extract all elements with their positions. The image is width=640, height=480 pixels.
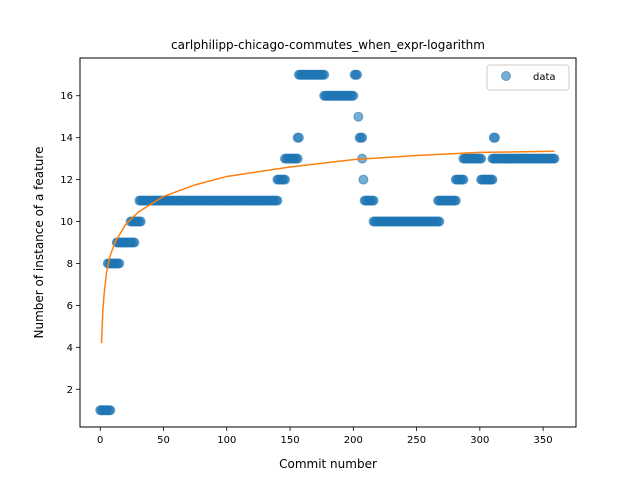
y-axis-title: Number of instance of a feature: [32, 147, 46, 339]
data-point: [319, 69, 330, 80]
data-point: [358, 174, 369, 185]
data-point: [487, 174, 498, 185]
y-tick-label: 14: [60, 133, 73, 144]
x-tick-label: 200: [344, 435, 363, 446]
y-tick-label: 2: [67, 385, 73, 396]
legend: data: [486, 64, 570, 91]
x-axis: 0 50 100 150 200 250 300 350: [97, 427, 553, 446]
plot-area: [95, 69, 560, 416]
data-point: [279, 174, 290, 185]
plot-frame: [79, 57, 577, 428]
x-tick-label: 150: [280, 435, 299, 446]
y-tick-label: 8: [67, 259, 73, 270]
x-tick-label: 300: [470, 435, 489, 446]
x-axis-title: Commit number: [279, 457, 377, 471]
x-tick-label: 100: [217, 435, 236, 446]
data-point: [434, 216, 445, 227]
data-point: [293, 132, 304, 143]
y-tick-label: 10: [60, 217, 73, 228]
data-point: [272, 195, 283, 206]
data-point: [129, 237, 140, 248]
x-tick-label: 0: [97, 435, 103, 446]
data-point: [292, 153, 303, 164]
y-tick-label: 4: [67, 343, 73, 354]
data-point: [114, 258, 125, 269]
data-point: [458, 174, 469, 185]
data-point: [476, 153, 487, 164]
data-layer: [95, 69, 560, 416]
data-point: [368, 195, 379, 206]
data-point: [348, 90, 359, 101]
y-tick-label: 16: [60, 91, 73, 102]
data-point: [357, 132, 368, 143]
data-point: [135, 216, 146, 227]
data-point: [490, 132, 501, 143]
chart-title: carlphilipp-chicago-commutes_when_expr-l…: [171, 38, 485, 52]
y-axis: 2 4 6 8 10 12 14 16: [60, 91, 80, 396]
fit-line: [100, 150, 555, 344]
x-tick-label: 350: [534, 435, 553, 446]
y-tick-label: 12: [60, 175, 73, 186]
legend-marker-data: [501, 71, 511, 81]
legend-label-data: data: [533, 72, 556, 83]
data-point: [105, 405, 116, 416]
data-point: [352, 69, 363, 80]
y-tick-label: 6: [67, 301, 73, 312]
legend-box: [486, 64, 570, 91]
x-tick-label: 250: [407, 435, 426, 446]
x-tick-label: 50: [157, 435, 170, 446]
data-point: [549, 153, 560, 164]
data-point: [450, 195, 461, 206]
data-point: [353, 111, 364, 122]
